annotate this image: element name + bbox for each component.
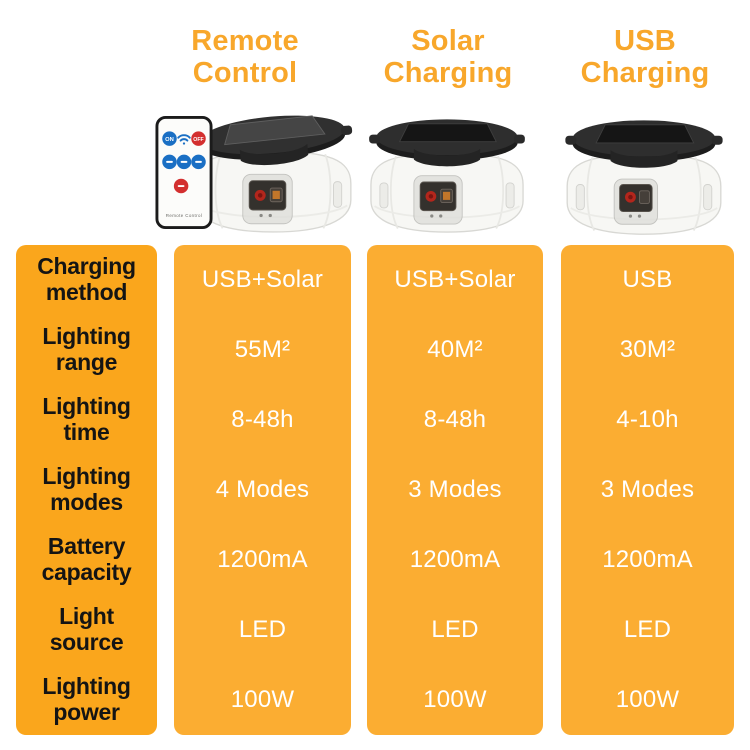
value-cell: USB+Solar (201, 266, 324, 293)
solar-panel (369, 119, 525, 167)
value-cell: 100W (230, 686, 295, 713)
header-line: Charging (580, 56, 710, 89)
usb-port-panel (613, 178, 659, 225)
header-line: Control (192, 56, 298, 89)
header-line: USB (614, 25, 676, 57)
value-cell: 1200mA (409, 546, 501, 573)
svg-text:OFF: OFF (193, 137, 203, 143)
solar-panel (193, 115, 353, 166)
row-label-lighting-time: Lighting time (42, 393, 131, 445)
off-button: OFF (191, 131, 206, 146)
value-cell: 30M² (619, 336, 676, 363)
lantern-image-solar-charging (362, 111, 532, 236)
value-cell: 8-48h (231, 406, 294, 433)
column-header-usb-charging: USB Charging (547, 25, 743, 90)
value-cell: 100W (423, 686, 487, 713)
value-cell: 55M² (234, 336, 291, 363)
solar-panel (565, 120, 723, 168)
usb-port-panel (242, 173, 293, 225)
value-cell: 4 Modes (215, 476, 310, 503)
value-column-solar-charging: USB+Solar 40M² 8-48h 3 Modes 1200mA LED … (367, 245, 543, 735)
row-label-charging-method: Charging method (37, 253, 136, 305)
value-cell: 40M² (427, 336, 483, 363)
lantern-image-remote-control (186, 108, 360, 236)
header-line: Solar (411, 25, 485, 57)
value-cell: 100W (615, 686, 680, 713)
row-label-lighting-range: Lighting range (42, 323, 131, 375)
value-cell: 4-10h (616, 406, 679, 433)
remote-control-image: ON OFF Remote C (155, 115, 213, 230)
value-column-usb-charging: USB 30M² 4-10h 3 Modes 1200mA LED 100W (561, 245, 734, 735)
column-header-solar-charging: Solar Charging (350, 25, 546, 90)
value-cell: 3 Modes (600, 476, 695, 503)
feature-label-column: Charging method Lighting range Lighting … (16, 245, 157, 735)
on-button: ON (162, 131, 177, 146)
row-label-light-source: Light source (49, 603, 124, 655)
value-cell: LED (431, 616, 479, 643)
value-cell: 8-48h (423, 406, 487, 433)
column-header-remote-control: Remote Control (135, 25, 355, 90)
value-cell: 1200mA (602, 546, 693, 573)
value-cell: LED (238, 616, 287, 643)
row-label-battery-capacity: Battery capacity (41, 533, 132, 585)
header-line: Charging (383, 56, 513, 89)
row-label-lighting-power: Lighting power (42, 673, 131, 725)
svg-text:ON: ON (165, 137, 174, 143)
value-cell: 1200mA (217, 546, 308, 573)
lantern-image-usb-charging (558, 114, 730, 236)
sos-button (173, 178, 189, 194)
wifi-icon (177, 134, 191, 145)
value-cell: 3 Modes (408, 476, 502, 503)
value-column-remote-control: USB+Solar 55M² 8-48h 4 Modes 1200mA LED … (174, 245, 351, 735)
remote-brand-text: Remote Control (166, 213, 203, 218)
row-label-lighting-modes: Lighting modes (42, 463, 131, 515)
header-line: Remote (191, 25, 299, 57)
usb-port-panel (413, 175, 463, 225)
value-cell: USB (622, 266, 673, 293)
value-cell: LED (623, 616, 672, 643)
mode-buttons (162, 154, 206, 170)
value-cell: USB+Solar (394, 266, 516, 293)
